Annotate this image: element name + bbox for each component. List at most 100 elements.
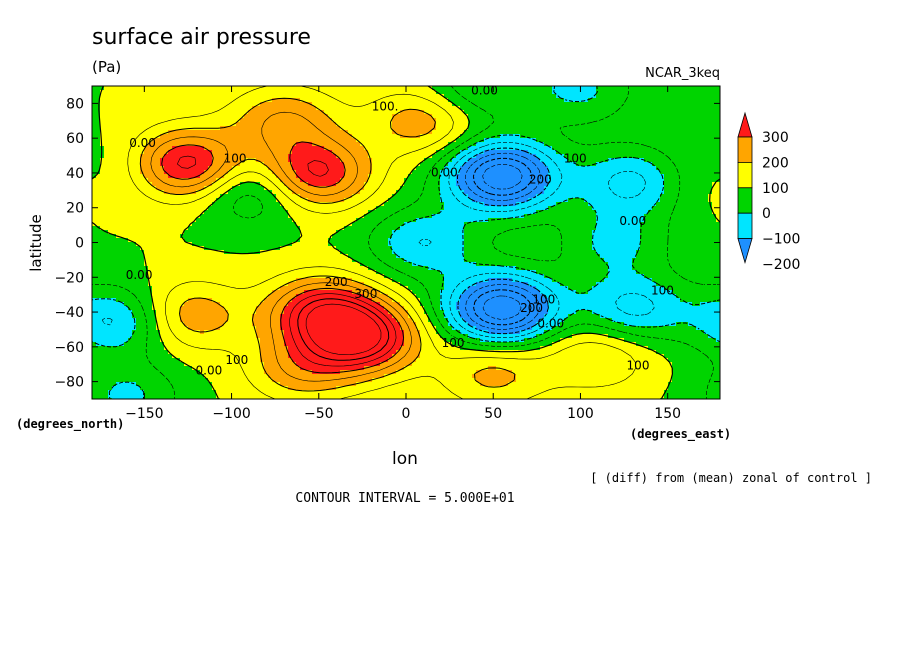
field-cell: [192, 234, 197, 239]
field-cell: [204, 326, 209, 331]
field-cell: [236, 214, 241, 219]
field-cell: [292, 386, 297, 391]
field-cell: [272, 250, 277, 255]
field-cell: [240, 294, 245, 299]
field-cell: [308, 326, 313, 331]
field-cell: [180, 266, 185, 271]
field-cell: [120, 118, 125, 123]
field-cell: [160, 278, 165, 283]
field-cell: [188, 150, 193, 155]
field-cell: [100, 202, 105, 207]
field-cell: [332, 334, 337, 339]
field-cell: [200, 110, 205, 115]
field-cell: [124, 138, 129, 143]
field-cell: [120, 190, 125, 195]
field-cell: [180, 390, 185, 395]
field-cell: [252, 154, 257, 159]
field-cell: [144, 338, 149, 343]
field-cell: [164, 226, 169, 231]
field-cell: [172, 302, 177, 307]
field-cell: [268, 390, 273, 395]
field-cell: [144, 258, 149, 263]
field-cell: [280, 390, 285, 395]
field-cell: [300, 102, 305, 107]
field-cell: [336, 130, 341, 135]
field-cell: [324, 162, 329, 167]
field-cell: [284, 214, 289, 219]
field-cell: [288, 346, 293, 351]
field-cell: [148, 222, 153, 227]
field-cell: [172, 366, 177, 371]
field-cell: [148, 274, 153, 279]
field-cell: [232, 146, 237, 151]
field-cell: [240, 378, 245, 383]
field-cell: [188, 210, 193, 215]
field-cell: [184, 138, 189, 143]
field-cell: [116, 210, 121, 215]
field-cell: [296, 346, 301, 351]
field-cell: [316, 158, 321, 163]
field-cell: [312, 174, 317, 179]
field-cell: [292, 278, 297, 283]
field-cell: [236, 254, 241, 259]
field-cell: [100, 106, 105, 111]
field-cell: [244, 358, 249, 363]
field-cell: [252, 222, 257, 227]
field-cell: [180, 374, 185, 379]
field-cell: [216, 166, 221, 171]
field-cell: [108, 330, 113, 335]
field-cell: [128, 230, 133, 235]
field-cell: [300, 186, 305, 191]
field-cell: [208, 146, 213, 151]
field-cell: [328, 246, 333, 251]
field-cell: [172, 182, 177, 187]
field-cell: [232, 298, 237, 303]
field-cell: [284, 234, 289, 239]
field-cell: [268, 250, 273, 255]
field-cell: [200, 150, 205, 155]
field-cell: [128, 170, 133, 175]
field-cell: [320, 186, 325, 191]
field-cell: [144, 310, 149, 315]
field-cell: [256, 262, 261, 267]
field-cell: [100, 206, 105, 211]
field-cell: [276, 326, 281, 331]
field-cell: [96, 222, 101, 227]
field-cell: [300, 302, 305, 307]
field-cell: [180, 326, 185, 331]
field-cell: [220, 318, 225, 323]
field-cell: [312, 126, 317, 131]
field-cell: [204, 210, 209, 215]
field-cell: [220, 242, 225, 247]
field-cell: [160, 390, 165, 395]
field-cell: [220, 302, 225, 307]
field-cell: [104, 98, 109, 103]
field-cell: [168, 186, 173, 191]
field-cell: [188, 186, 193, 191]
field-cell: [120, 238, 125, 243]
field-cell: [172, 326, 177, 331]
field-cell: [140, 362, 145, 367]
field-cell: [112, 294, 117, 299]
field-cell: [320, 242, 325, 247]
field-cell: [112, 342, 117, 347]
field-cell: [104, 206, 109, 211]
field-cell: [92, 322, 97, 327]
field-cell: [316, 222, 321, 227]
field-cell: [116, 338, 121, 343]
field-cell: [304, 386, 309, 391]
field-cell: [92, 226, 97, 231]
field-cell: [196, 218, 201, 223]
field-cell: [256, 190, 261, 195]
field-cell: [152, 90, 157, 95]
field-cell: [144, 198, 149, 203]
field-cell: [304, 298, 309, 303]
field-cell: [200, 122, 205, 127]
field-cell: [148, 138, 153, 143]
field-cell: [96, 334, 101, 339]
field-cell: [236, 334, 241, 339]
field-cell: [184, 318, 189, 323]
field-cell: [92, 210, 97, 215]
field-cell: [252, 358, 257, 363]
field-cell: [240, 238, 245, 243]
